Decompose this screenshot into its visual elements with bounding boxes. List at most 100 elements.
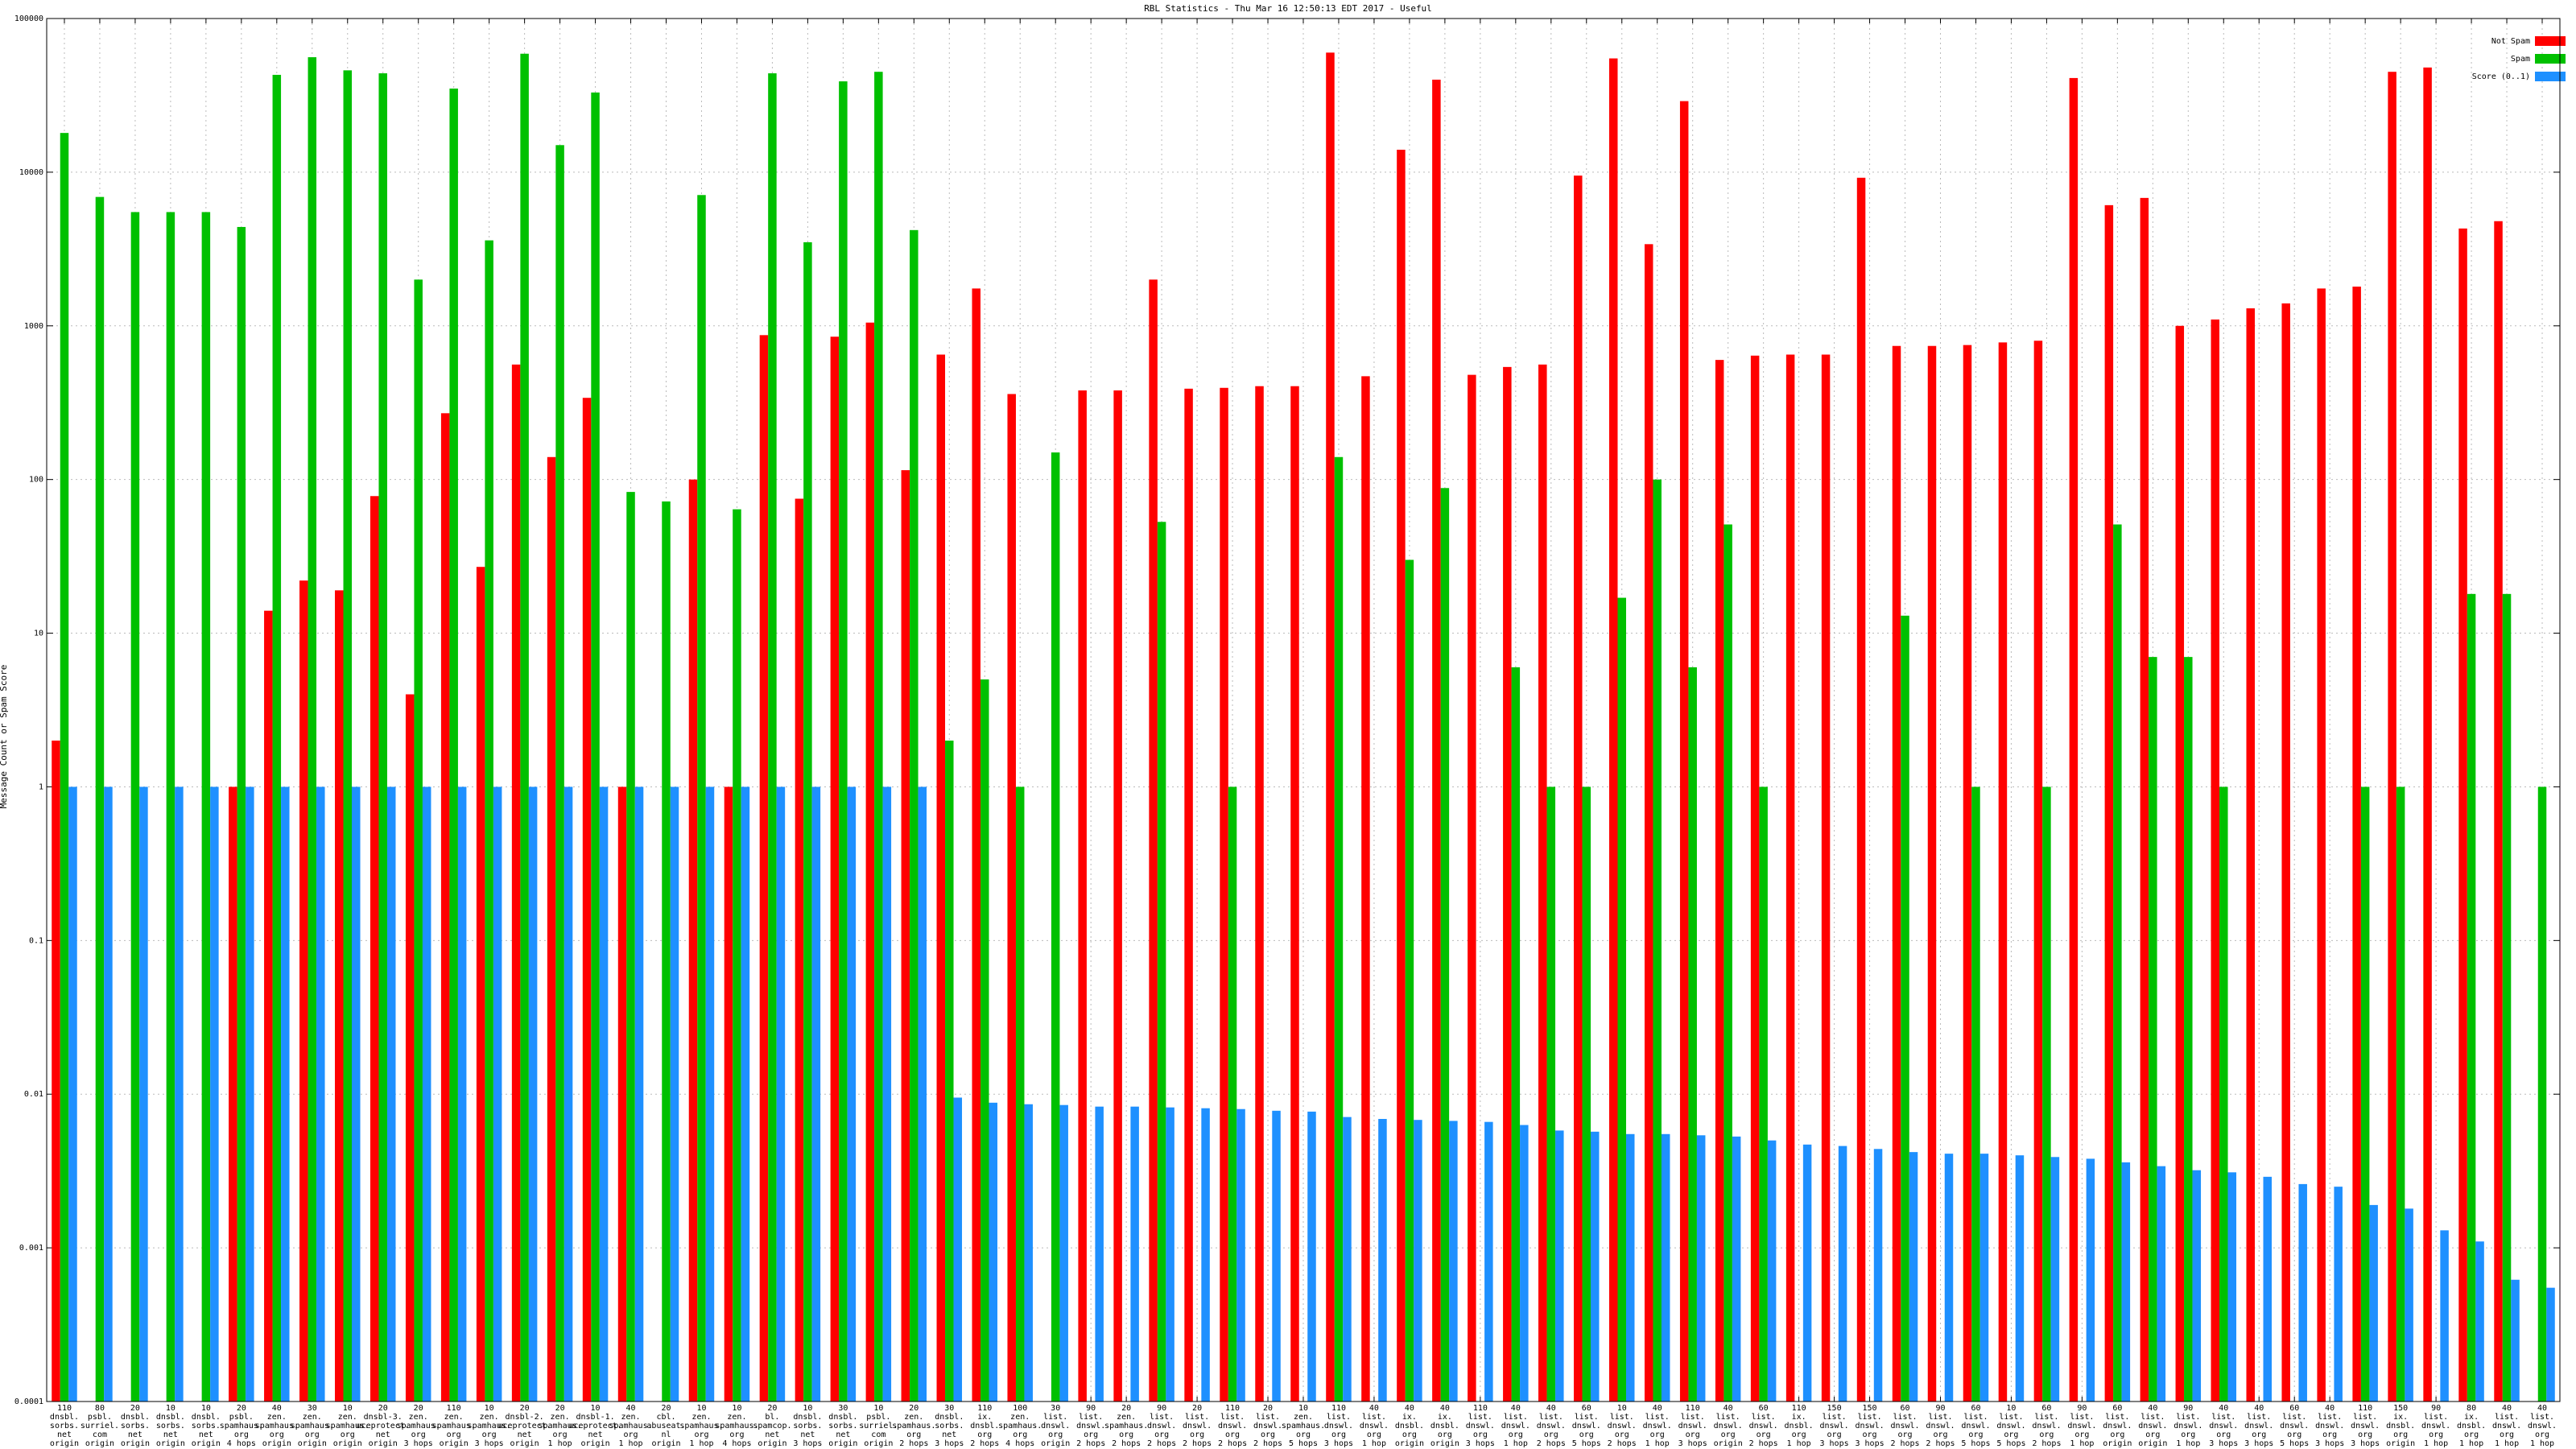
- bar-2: [2227, 1172, 2237, 1402]
- category-label-line: 90: [1086, 1404, 1096, 1413]
- category-label-line: spamhaus.: [609, 1422, 652, 1430]
- category-label-line: com: [93, 1430, 107, 1439]
- category-label-line: org: [1933, 1430, 1947, 1439]
- category-label-line: 60: [1582, 1404, 1591, 1413]
- category-label-line: dnswl.: [1643, 1422, 1672, 1430]
- category-label: 60 list. dnswl. org origin: [2103, 1404, 2132, 1448]
- category-label-line: dnswl.: [1324, 1422, 1353, 1430]
- category-label: 10 zen. spamhaus. org 1 hop: [679, 1404, 723, 1448]
- bar-1: [2360, 786, 2370, 1402]
- bar-0: [476, 567, 485, 1402]
- category-label: 10 zen. spamhaus. org 5 hops: [1282, 1404, 1325, 1448]
- bar-2: [1414, 1120, 1422, 1402]
- category-label-line: 4 hops: [1005, 1439, 1034, 1448]
- category-label-line: spamhaus.: [291, 1422, 334, 1430]
- category-label-line: org: [2039, 1430, 2054, 1439]
- category-label-line: abuseat.: [646, 1422, 685, 1430]
- category-label-line: 30: [944, 1404, 954, 1413]
- bar-0: [52, 740, 60, 1402]
- category-label-line: 1 hop: [1645, 1439, 1670, 1448]
- category-label-line: 1 hop: [618, 1439, 642, 1448]
- category-label-line: org: [1013, 1430, 1027, 1439]
- category-label-line: 1 hop: [548, 1439, 572, 1448]
- category-label-line: spamhaus.: [538, 1422, 581, 1430]
- category-label-line: net: [376, 1430, 390, 1439]
- category-label-line: origin: [192, 1439, 221, 1448]
- category-label-line: 20: [1263, 1404, 1273, 1413]
- category-label-line: 20: [414, 1404, 423, 1413]
- category-label-line: zen.: [303, 1413, 322, 1422]
- category-label: 30 dnsbl. sorbs. net origin: [828, 1404, 857, 1448]
- bar-0: [2423, 67, 2432, 1402]
- category-label-line: 1 hop: [1787, 1439, 1811, 1448]
- category-label-line: 3 hops: [1678, 1439, 1707, 1448]
- category-label: 90 list. dnswl. org 1 hop: [2067, 1404, 2096, 1448]
- category-label-line: dnsbl.: [1785, 1422, 1814, 1430]
- bar-0: [2352, 287, 2361, 1402]
- category-label-line: dnswl.: [1253, 1422, 1282, 1430]
- category-label-line: 90: [2077, 1404, 2087, 1413]
- category-label-line: origin: [758, 1439, 786, 1448]
- category-label-line: list.: [1468, 1413, 1492, 1422]
- bar-1: [2467, 593, 2476, 1402]
- bar-1: [2396, 786, 2405, 1402]
- category-label-line: 20: [767, 1404, 777, 1413]
- category-label-line: uceprotect.: [498, 1422, 551, 1430]
- bar-0: [1998, 342, 2008, 1402]
- category-label-line: sorbs.: [156, 1422, 185, 1430]
- category-label-line: origin: [121, 1439, 150, 1448]
- bar-2: [422, 786, 431, 1402]
- category-label-line: 20: [237, 1404, 246, 1413]
- category-label-line: list.: [1504, 1413, 1528, 1422]
- category-label-line: 5 hops: [1996, 1439, 2025, 1448]
- category-label: 150 list. dnswl. org 3 hops: [1820, 1404, 1849, 1448]
- bar-2: [2157, 1166, 2166, 1402]
- bar-1: [1440, 488, 1450, 1402]
- category-label-line: uceprotect.: [357, 1422, 410, 1430]
- category-label-line: list.: [2140, 1413, 2165, 1422]
- bar-2: [989, 1102, 998, 1402]
- bar-2: [1024, 1104, 1033, 1402]
- category-label-line: origin: [864, 1439, 893, 1448]
- category-label-line: org: [2429, 1430, 2443, 1439]
- bar-0: [1892, 345, 1901, 1402]
- category-label: 20 list. dnswl. org 2 hops: [1253, 1404, 1282, 1448]
- category-label-line: sorbs.: [935, 1422, 964, 1430]
- bar-2: [352, 786, 361, 1402]
- category-label-line: org: [2074, 1430, 2089, 1439]
- bar-2: [2369, 1204, 2378, 1402]
- bar-1: [662, 501, 671, 1402]
- category-label-line: dnsbl.: [156, 1413, 185, 1422]
- category-label-line: dnsbl.: [192, 1413, 221, 1422]
- category-label-line: org: [1225, 1430, 1240, 1439]
- bar-2: [1095, 1106, 1104, 1402]
- bar-0: [1361, 376, 1370, 1402]
- category-label-line: list.: [2105, 1413, 2129, 1422]
- category-label-line: origin: [333, 1439, 362, 1448]
- category-label-line: ix.: [2464, 1413, 2479, 1422]
- category-label-line: zen.: [1010, 1413, 1030, 1422]
- bar-2: [2192, 1170, 2202, 1402]
- bar-2: [1873, 1149, 1883, 1402]
- category-label-line: 110: [1225, 1404, 1240, 1413]
- category-label-line: org: [1897, 1430, 1912, 1439]
- bar-1: [2537, 786, 2547, 1402]
- bar-0: [2494, 221, 2503, 1402]
- bar-0: [440, 413, 450, 1402]
- category-label-line: org: [906, 1430, 921, 1439]
- bar-0: [1538, 364, 1547, 1402]
- bar-2: [776, 786, 786, 1402]
- category-label-line: dnswl.: [2032, 1422, 2061, 1430]
- category-label-line: ix.: [1402, 1413, 1417, 1422]
- category-label-line: 3 hops: [1820, 1439, 1849, 1448]
- bar-0: [2069, 77, 2079, 1402]
- category-label: 60 list. dnswl. org 5 hops: [2280, 1404, 2309, 1448]
- bar-1: [2149, 657, 2157, 1402]
- category-label-line: zen.: [551, 1413, 570, 1422]
- category-label-line: org: [2287, 1430, 2301, 1439]
- category-label-line: 20: [130, 1404, 140, 1413]
- category-label-line: list.: [2353, 1413, 2377, 1422]
- category-label-line: 3 hops: [475, 1439, 504, 1448]
- category-label-line: org: [1509, 1430, 1523, 1439]
- bar-2: [882, 786, 892, 1402]
